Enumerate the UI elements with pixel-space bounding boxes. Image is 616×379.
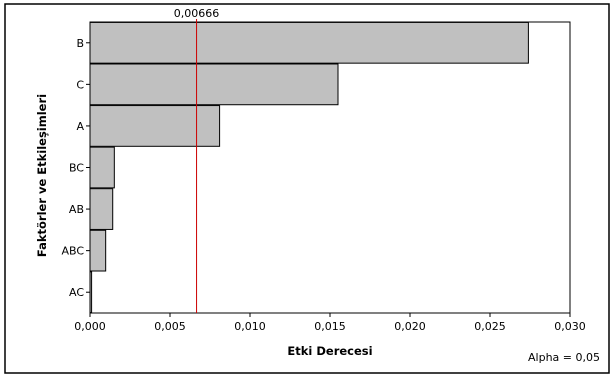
alpha-annotation: Alpha = 0,05 [528, 351, 600, 364]
y-tick-label: ABC [61, 245, 84, 258]
x-tick-label: 0,005 [154, 320, 186, 333]
y-tick-label: BC [69, 162, 84, 175]
y-tick-label: AC [69, 286, 84, 299]
x-tick-label: 0,025 [474, 320, 506, 333]
y-tick-label: C [76, 78, 84, 91]
x-tick-label: 0,015 [314, 320, 346, 333]
x-tick-label: 0,010 [234, 320, 266, 333]
bar-a [89, 105, 221, 147]
y-axis-title: Faktörler ve Etkileşimleri [35, 94, 49, 257]
bar-abc [89, 229, 107, 272]
bar-bc [89, 146, 115, 189]
y-tick-label: AB [69, 203, 84, 216]
y-tick-label: A [76, 120, 84, 133]
x-tick-label: 0,030 [554, 320, 586, 333]
x-tick-label: 0,000 [74, 320, 106, 333]
bar-ac [89, 271, 93, 314]
bar-b [89, 21, 529, 64]
reference-line-label: 0,00666 [174, 7, 220, 20]
x-axis-title: Etki Derecesi [287, 344, 372, 358]
bar-ab [89, 188, 114, 230]
y-tick-label: B [76, 37, 84, 50]
x-tick-label: 0,020 [394, 320, 426, 333]
bar-c [89, 63, 339, 106]
